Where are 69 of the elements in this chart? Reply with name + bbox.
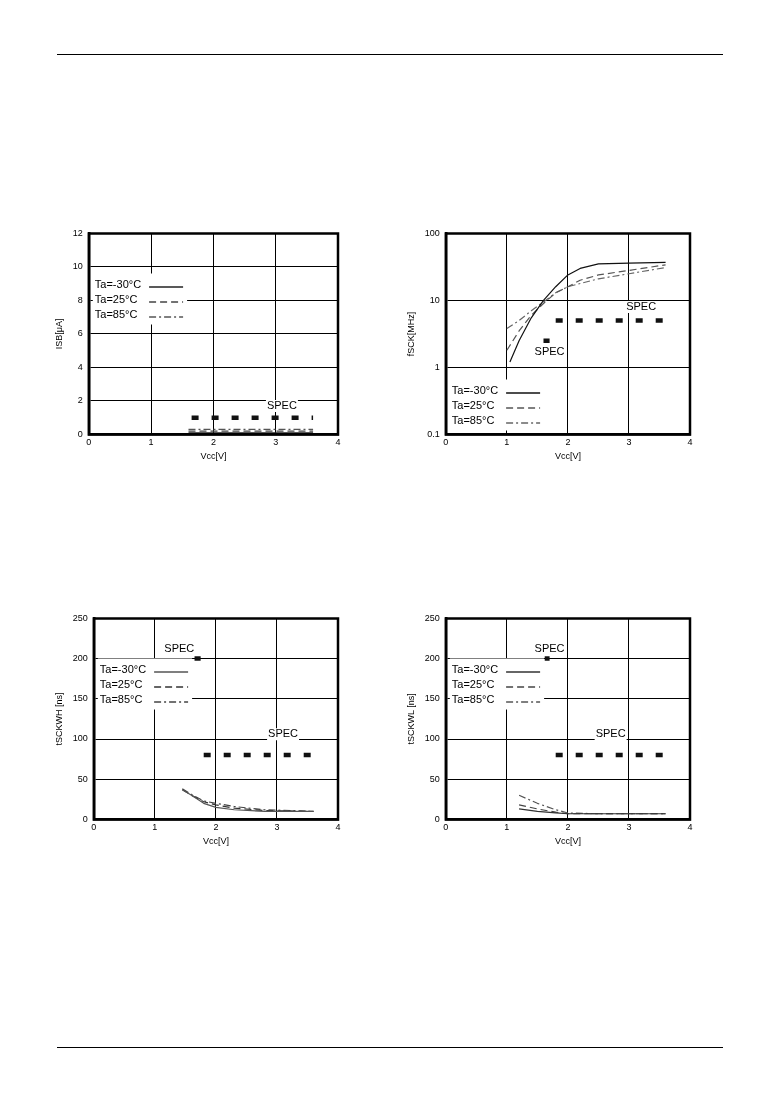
y-tick-label: 100 xyxy=(424,733,440,744)
y-tick-label: 250 xyxy=(72,612,88,623)
x-axis-title: Vcc[V] xyxy=(202,836,229,847)
y-tick-label: 150 xyxy=(424,693,440,704)
y-tick-label: 50 xyxy=(77,773,88,784)
y-tick-label: 2 xyxy=(77,395,83,406)
legend-label: Ta=85°C xyxy=(99,693,143,706)
annotation: SPEC xyxy=(266,398,297,411)
x-axis-title: Vcc[V] xyxy=(200,451,227,462)
x-axis-title: Vcc[V] xyxy=(554,451,581,462)
annotation: SPEC xyxy=(595,727,626,740)
legend-label: Ta=-30°C xyxy=(451,663,499,676)
x-tick-label: 3 xyxy=(274,822,280,833)
y-tick-label: 100 xyxy=(424,227,440,238)
x-tick-label: 4 xyxy=(687,822,693,833)
legend-label: Ta=25°C xyxy=(451,398,495,411)
x-tick-label: 3 xyxy=(626,822,632,833)
y-tick-label: 0 xyxy=(434,813,440,824)
annotation: SPEC xyxy=(626,299,657,312)
y-tick-label: 250 xyxy=(424,612,440,623)
x-tick-label: 2 xyxy=(565,437,571,448)
annotation: SPEC xyxy=(164,641,195,654)
y-tick-label: 6 xyxy=(77,328,83,339)
legend-label: Ta=25°C xyxy=(94,293,138,306)
y-tick-label: 0 xyxy=(82,813,88,824)
y-tick-label: 200 xyxy=(424,653,440,664)
annotation: SPEC xyxy=(268,727,299,740)
x-tick-label: 1 xyxy=(152,822,158,833)
y-tick-label: 200 xyxy=(72,653,88,664)
x-tick-label: 2 xyxy=(210,437,216,448)
legend-label: Ta=-30°C xyxy=(99,663,147,676)
y-tick-label: 10 xyxy=(429,294,440,305)
y-tick-label: 4 xyxy=(77,361,83,372)
y-tick-label: 100 xyxy=(72,733,88,744)
x-axis-title: Vcc[V] xyxy=(554,836,581,847)
y-tick-label: 150 xyxy=(72,693,88,704)
x-tick-label: 1 xyxy=(148,437,154,448)
y-tick-label: 0 xyxy=(77,428,83,439)
x-tick-label: 0 xyxy=(443,822,449,833)
legend-label: Ta=85°C xyxy=(451,413,495,426)
legend-label: Ta=-30°C xyxy=(94,278,142,291)
y-axis-title: fSCK[MHz] xyxy=(405,311,416,357)
x-tick-label: 1 xyxy=(504,822,510,833)
y-tick-label: 10 xyxy=(72,261,83,272)
x-tick-label: 3 xyxy=(626,437,632,448)
annotation: SPEC xyxy=(534,344,565,357)
y-axis-title: tSCKWL [ns] xyxy=(405,693,416,745)
legend-label: Ta=85°C xyxy=(451,693,495,706)
annotation: SPEC xyxy=(534,641,565,654)
x-tick-label: 2 xyxy=(213,822,219,833)
x-tick-label: 1 xyxy=(504,437,510,448)
x-tick-label: 2 xyxy=(565,822,571,833)
y-axis-title: tSCKWH [ns] xyxy=(53,692,64,746)
y-tick-label: 0.1 xyxy=(427,428,440,439)
y-tick-label: 1 xyxy=(434,361,440,372)
x-tick-label: 0 xyxy=(91,822,97,833)
y-tick-label: 50 xyxy=(429,773,440,784)
legend-label: Ta=85°C xyxy=(94,308,138,321)
x-tick-label: 4 xyxy=(335,822,341,833)
legend-label: Ta=-30°C xyxy=(451,383,499,396)
legend-label: Ta=25°C xyxy=(99,678,143,691)
x-tick-label: 4 xyxy=(335,437,341,448)
x-tick-label: 4 xyxy=(687,437,693,448)
x-tick-label: 0 xyxy=(443,437,449,448)
x-tick-label: 3 xyxy=(273,437,279,448)
legend-label: Ta=25°C xyxy=(451,678,495,691)
y-axis-title: ISB[μA] xyxy=(53,318,64,350)
y-tick-label: 12 xyxy=(72,227,83,238)
y-tick-label: 8 xyxy=(77,294,83,305)
